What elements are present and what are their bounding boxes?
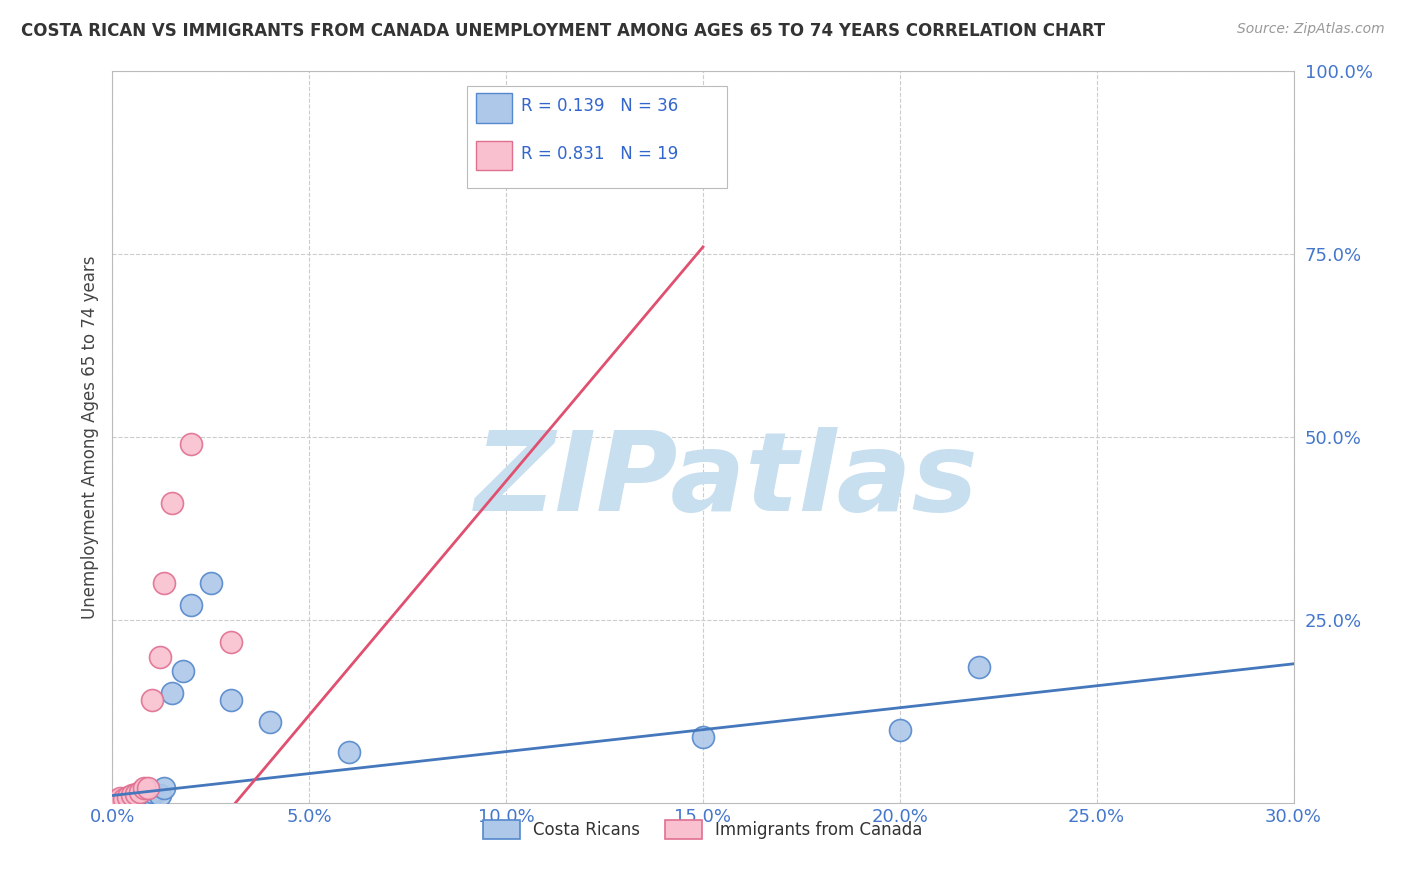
Point (105, 796, 128, 810)
Point (101, 796, 124, 810)
Text: COSTA RICAN VS IMMIGRANTS FROM CANADA UNEMPLOYMENT AMONG AGES 65 TO 74 YEARS COR: COSTA RICAN VS IMMIGRANTS FROM CANADA UN… (21, 22, 1105, 40)
Point (105, 794, 128, 808)
Point (141, 789, 163, 803)
Y-axis label: Unemployment Among Ages 65 to 74 years: Unemployment Among Ages 65 to 74 years (80, 255, 98, 619)
Point (219, 693, 242, 707)
Point (121, 796, 143, 810)
Point (889, 723, 911, 737)
Point (117, 795, 139, 809)
Point (136, 790, 159, 805)
Point (136, 781, 159, 796)
Point (129, 792, 152, 806)
Point (117, 789, 139, 804)
Point (967, 660, 990, 674)
Point (152, 576, 174, 591)
Point (337, 745, 360, 759)
Text: ZIPatlas: ZIPatlas (475, 427, 979, 534)
Point (129, 785, 152, 799)
Text: R = 0.831   N = 19: R = 0.831 N = 19 (522, 145, 678, 163)
Point (160, 496, 183, 510)
Point (200, 576, 222, 591)
Point (180, 599, 202, 613)
Point (110, 795, 132, 809)
Point (121, 794, 143, 808)
Point (105, 796, 128, 810)
Point (152, 781, 174, 796)
Point (105, 796, 128, 810)
Point (101, 796, 124, 810)
Text: Source: ZipAtlas.com: Source: ZipAtlas.com (1237, 22, 1385, 37)
FancyBboxPatch shape (477, 141, 512, 170)
Point (110, 794, 132, 808)
Point (132, 781, 155, 796)
Point (125, 794, 148, 808)
Point (101, 796, 124, 810)
Point (110, 794, 132, 808)
Point (101, 796, 124, 810)
Point (121, 789, 143, 803)
Point (125, 787, 148, 801)
Point (219, 635, 242, 649)
Text: R = 0.139   N = 36: R = 0.139 N = 36 (522, 97, 678, 115)
Point (101, 796, 124, 810)
Point (141, 785, 163, 799)
Point (112, 794, 135, 808)
Point (259, 715, 281, 730)
Point (110, 790, 132, 805)
Point (112, 792, 135, 806)
FancyBboxPatch shape (467, 86, 727, 188)
Point (132, 794, 155, 808)
Point (149, 789, 172, 803)
Legend: Costa Ricans, Immigrants from Canada: Costa Ricans, Immigrants from Canada (477, 814, 929, 846)
Point (149, 649, 172, 664)
FancyBboxPatch shape (477, 94, 512, 122)
Point (692, 730, 714, 744)
Point (105, 795, 128, 809)
Point (160, 686, 183, 700)
Point (180, 437, 202, 451)
Point (117, 793, 139, 807)
Point (141, 693, 163, 707)
Point (110, 796, 132, 810)
Point (172, 664, 194, 678)
Point (112, 796, 135, 810)
Point (101, 794, 124, 808)
Point (101, 795, 124, 809)
Point (105, 794, 128, 808)
